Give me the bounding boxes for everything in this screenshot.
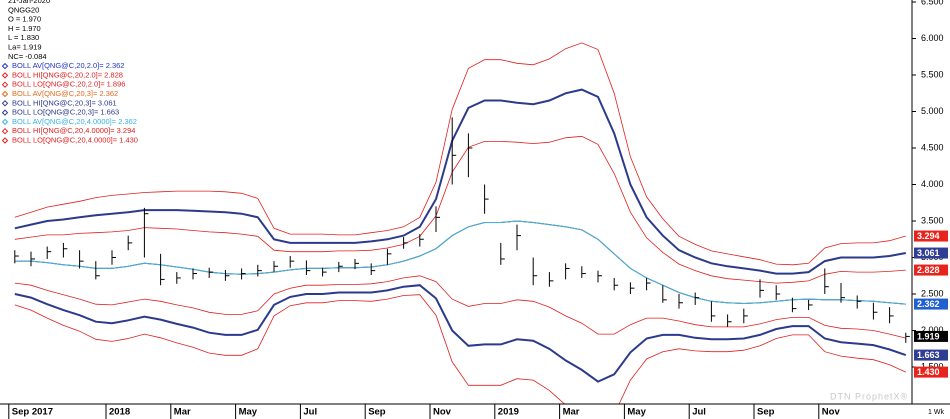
legend-entry: BOLL AV[QNG@C,20,2.0]= 2.362 [12, 61, 124, 70]
legend-entry: BOLL LO[QNG@C,20,3]= 1.663 [12, 108, 119, 117]
x-tick-label: Jul [303, 407, 317, 418]
band-line [14, 88, 906, 275]
x-tick-label: Sep [368, 407, 386, 418]
y-tick-label: 5.000 [921, 106, 944, 116]
value-box-label: 3.061 [917, 248, 940, 258]
value-box [914, 298, 948, 310]
y-tick-label: 6.000 [921, 33, 944, 43]
x-tick-label: Mar [174, 407, 191, 418]
value-box [914, 349, 948, 361]
plot-area [14, 42, 910, 404]
legend-info: H = 1.970 [8, 24, 41, 33]
x-tick-label: May [627, 407, 646, 418]
band-line [14, 294, 906, 404]
legend-info: NC= -0.084 [8, 52, 47, 61]
y-tick-label: 3.500 [921, 215, 944, 225]
value-box-label: 1.919 [917, 331, 940, 341]
legend-swatch [1, 72, 9, 79]
value-box [914, 330, 948, 342]
legend-swatch [1, 118, 9, 126]
legend-swatch [1, 109, 9, 116]
legend-swatch [1, 81, 9, 88]
legend-title: QNGG20 [8, 5, 39, 14]
x-tick-label: Nov [822, 407, 841, 418]
y-tick-label: 5.500 [921, 69, 944, 79]
legend-info: La= 1.919 [8, 42, 42, 51]
x-tick-label: May [239, 407, 258, 418]
band-line [14, 42, 906, 266]
x-tick-label: Mar [563, 407, 580, 418]
legend-swatch [1, 137, 9, 144]
watermark: DTN ProphetX® [830, 391, 908, 401]
legend-entry: BOLL AV[QNG@C,20,3]= 2.362 [12, 89, 118, 98]
band-line [14, 135, 906, 284]
y-tick-label: 4.000 [921, 179, 944, 189]
x-tick-label: Nov [433, 407, 452, 418]
value-box-label: 1.430 [917, 367, 940, 377]
legend-info: O = 1.970 [8, 15, 41, 24]
x-tick-label: Jul [692, 407, 706, 418]
legend-entry: BOLL HI[QNG@C,20,4.0000]= 3.294 [12, 126, 135, 135]
legend-date: 21-Jan-2020 [8, 0, 50, 5]
y-tick-label: 2.500 [921, 288, 944, 298]
y-tick-label: 2.000 [921, 325, 944, 335]
interval-label: 1 Wk [928, 409, 944, 416]
value-box-label: 2.828 [917, 265, 940, 275]
x-tick-label: Sep [757, 407, 775, 418]
y-tick-label: 6.500 [921, 0, 944, 6]
legend-info: L = 1.830 [8, 33, 39, 42]
x-tick-label: Sep 2017 [12, 407, 53, 418]
legend-entry: BOLL HI[QNG@C,20,3]= 3.061 [12, 98, 117, 107]
band-line [14, 284, 907, 383]
x-tick-label: 2019 [498, 407, 519, 418]
band-line [14, 220, 906, 305]
value-box [914, 264, 948, 276]
legend-entry: BOLL LO[QNG@C,20,4.0000]= 1.430 [12, 135, 138, 144]
y-tick-label: 1.500 [921, 361, 944, 371]
legend-swatch [1, 100, 9, 107]
value-box [914, 230, 948, 242]
legend-entry: BOLL LO[QNG@C,20,2.0]= 1.896 [12, 80, 125, 89]
y-tick-label: 4.500 [921, 142, 944, 152]
band-line [14, 275, 906, 339]
value-box-label: 2.362 [917, 299, 940, 309]
legend-entry: BOLL AV[QNG@C,20,4.0000]= 2.362 [12, 117, 137, 126]
value-box [914, 247, 948, 259]
value-box-label: 3.294 [917, 231, 940, 241]
value-box-label: 1.663 [917, 350, 940, 360]
legend-swatch [1, 62, 9, 70]
legend-swatch [1, 127, 9, 135]
legend-swatch [1, 90, 9, 98]
legend-entry: BOLL HI[QNG@C,20,2.0]= 2.828 [12, 70, 123, 79]
value-box [914, 366, 948, 378]
x-tick-label: 2018 [109, 407, 130, 418]
